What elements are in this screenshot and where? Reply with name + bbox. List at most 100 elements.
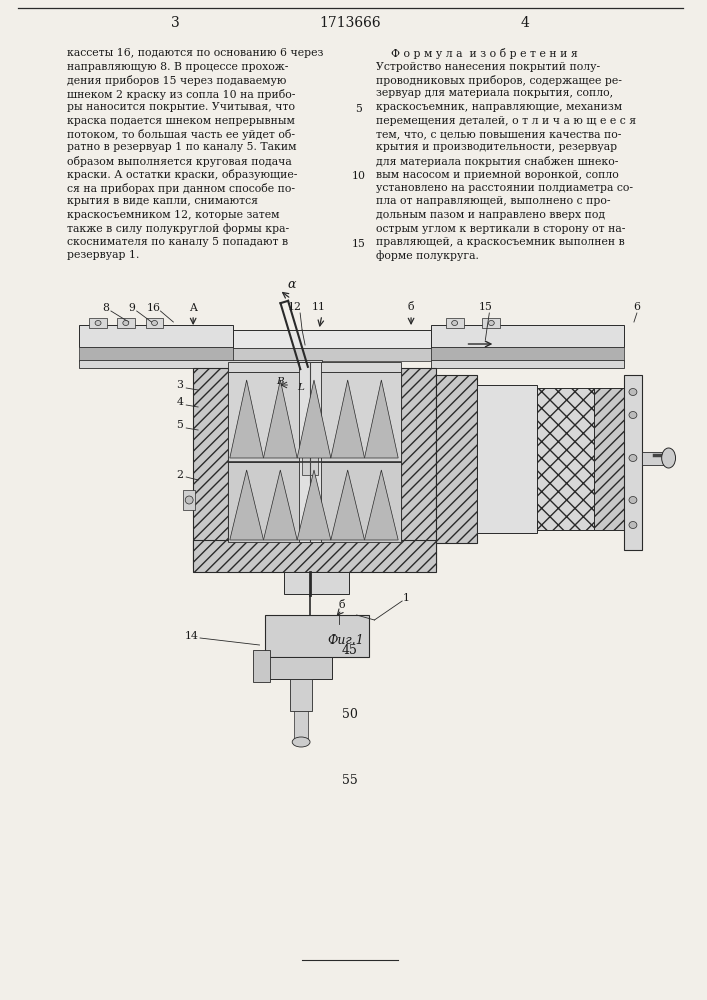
- Bar: [228, 462, 401, 542]
- Ellipse shape: [629, 388, 637, 395]
- Polygon shape: [230, 380, 264, 458]
- Text: для материала покрытия снабжен шнеко-: для материала покрытия снабжен шнеко-: [376, 156, 619, 167]
- Text: потоком, то большая часть ее уйдет об-: потоком, то большая часть ее уйдет об-: [67, 129, 296, 140]
- Ellipse shape: [629, 496, 637, 504]
- Bar: [183, 490, 195, 510]
- Text: острым углом к вертикали в сторону от на-: острым углом к вертикали в сторону от на…: [376, 224, 626, 233]
- Text: Устройство нанесения покрытий полу-: Устройство нанесения покрытий полу-: [376, 62, 600, 72]
- Bar: [146, 318, 163, 328]
- Bar: [265, 615, 370, 657]
- Text: краски. А остатки краски, образующие-: краски. А остатки краски, образующие-: [67, 169, 298, 180]
- Bar: [79, 360, 322, 368]
- Ellipse shape: [292, 737, 310, 747]
- Bar: [89, 318, 107, 328]
- Text: 2: 2: [176, 470, 183, 480]
- Text: 11: 11: [312, 302, 326, 312]
- Bar: [431, 325, 624, 347]
- Text: пла от направляющей, выполнено с про-: пла от направляющей, выполнено с про-: [376, 196, 611, 207]
- Ellipse shape: [629, 522, 637, 528]
- Ellipse shape: [185, 496, 193, 504]
- Text: Фиг.1: Фиг.1: [327, 634, 363, 647]
- Text: 8: 8: [103, 303, 110, 313]
- Polygon shape: [365, 470, 398, 540]
- Text: дения приборов 15 через подаваемую: дения приборов 15 через подаваемую: [67, 75, 287, 86]
- Bar: [233, 348, 431, 361]
- Text: 9: 9: [128, 303, 135, 313]
- Text: резервуар 1.: резервуар 1.: [67, 250, 140, 260]
- Ellipse shape: [151, 320, 158, 326]
- Text: шнеком 2 краску из сопла 10 на прибо-: шнеком 2 краску из сопла 10 на прибо-: [67, 89, 296, 100]
- Bar: [294, 711, 308, 739]
- Text: краскосъемником 12, которые затем: краскосъемником 12, которые затем: [67, 210, 280, 220]
- Text: ратно в резервуар 1 по каналу 5. Таким: ратно в резервуар 1 по каналу 5. Таким: [67, 142, 297, 152]
- Ellipse shape: [95, 320, 101, 326]
- Text: б: б: [408, 302, 414, 312]
- Text: краска подается шнеком непрерывным: краска подается шнеком непрерывным: [67, 115, 296, 125]
- Text: крытия в виде капли, снимаются: крытия в виде капли, снимаются: [67, 196, 258, 207]
- Ellipse shape: [629, 412, 637, 418]
- Text: б: б: [339, 600, 345, 610]
- Text: также в силу полукруглой формы кра-: также в силу полукруглой формы кра-: [67, 224, 289, 234]
- Text: проводниковых приборов, содержащее ре-: проводниковых приборов, содержащее ре-: [376, 75, 622, 86]
- Text: скоснимателя по каналу 5 попадают в: скоснимателя по каналу 5 попадают в: [67, 237, 288, 247]
- Text: крытия и производительности, резервуар: крытия и производительности, резервуар: [376, 142, 617, 152]
- Text: 15: 15: [351, 239, 366, 249]
- Text: L: L: [297, 383, 303, 392]
- Text: вым насосом и приемной воронкой, сопло: вым насосом и приемной воронкой, сопло: [376, 169, 619, 180]
- Polygon shape: [264, 380, 297, 458]
- Bar: [595, 388, 624, 530]
- Text: тем, что, с целью повышения качества по-: тем, что, с целью повышения качества по-: [376, 129, 621, 139]
- Bar: [299, 362, 321, 542]
- Text: 6: 6: [633, 302, 641, 312]
- Text: кассеты 16, подаются по основанию 6 через: кассеты 16, подаются по основанию 6 чере…: [67, 48, 324, 58]
- Text: 15: 15: [479, 302, 492, 312]
- Bar: [537, 388, 595, 530]
- Text: 55: 55: [341, 774, 358, 786]
- Text: установлено на расстоянии полдиаметра со-: установлено на расстоянии полдиаметра со…: [376, 183, 633, 193]
- Bar: [445, 318, 464, 328]
- Text: 1: 1: [402, 593, 409, 603]
- Bar: [233, 330, 431, 348]
- Text: A: A: [189, 303, 197, 313]
- Bar: [401, 368, 436, 568]
- Text: α: α: [288, 277, 296, 290]
- Text: 12: 12: [288, 302, 302, 312]
- Polygon shape: [365, 380, 398, 458]
- Ellipse shape: [662, 448, 675, 468]
- Text: B: B: [276, 377, 284, 386]
- Polygon shape: [331, 470, 365, 540]
- Text: 14: 14: [185, 631, 198, 641]
- Bar: [228, 372, 401, 462]
- Text: 1713666: 1713666: [319, 16, 380, 30]
- Bar: [431, 347, 624, 361]
- Text: 3: 3: [171, 16, 180, 30]
- Text: направляющую 8. В процессе прохож-: направляющую 8. В процессе прохож-: [67, 62, 288, 72]
- Text: 50: 50: [341, 708, 358, 722]
- Text: 45: 45: [341, 644, 358, 656]
- Ellipse shape: [489, 320, 494, 326]
- Bar: [79, 325, 233, 347]
- Polygon shape: [230, 470, 264, 540]
- Bar: [436, 375, 477, 543]
- Bar: [193, 540, 436, 572]
- Text: форме полукруга.: форме полукруга.: [376, 250, 479, 261]
- Ellipse shape: [123, 320, 129, 326]
- Text: ся на приборах при данном способе по-: ся на приборах при данном способе по-: [67, 183, 296, 194]
- Polygon shape: [264, 470, 297, 540]
- Bar: [431, 360, 624, 368]
- Text: 10: 10: [351, 171, 366, 181]
- Text: 4: 4: [520, 16, 530, 30]
- Bar: [624, 375, 642, 550]
- Text: 5: 5: [355, 104, 362, 114]
- Bar: [290, 679, 312, 711]
- Text: зервуар для материала покрытия, сопло,: зервуар для материала покрытия, сопло,: [376, 89, 614, 99]
- Text: 16: 16: [146, 303, 160, 313]
- Bar: [79, 347, 233, 361]
- Bar: [117, 318, 135, 328]
- Bar: [642, 452, 664, 465]
- Ellipse shape: [629, 454, 637, 462]
- Text: образом выполняется круговая подача: образом выполняется круговая подача: [67, 156, 292, 167]
- Bar: [302, 450, 318, 475]
- Polygon shape: [297, 380, 331, 458]
- Bar: [257, 657, 332, 679]
